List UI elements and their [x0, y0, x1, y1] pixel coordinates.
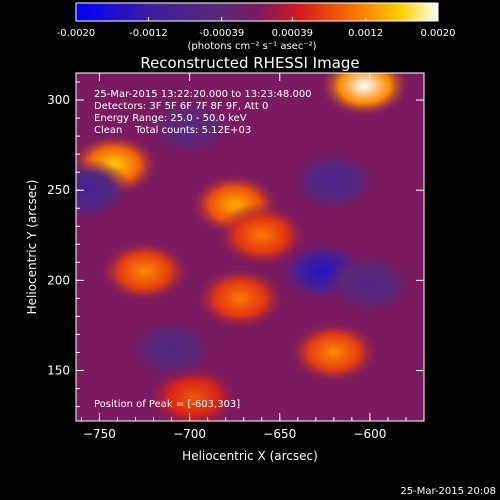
plot-frame [75, 72, 425, 422]
heatmap-image [76, 73, 424, 421]
positive-source [194, 266, 287, 331]
annotation-time: 25-Mar-2015 13:22:20.000 to 13:23:48.000 [94, 89, 312, 100]
colorbar-unit-label: (photons cm⁻² s⁻¹ asec⁻²) [187, 41, 316, 52]
negative-source [287, 149, 380, 214]
colorbar-tick-label: -0.0020 [57, 28, 96, 39]
x-tick-label: −700 [173, 427, 206, 441]
colorbar-tick-label: -0.0012 [129, 28, 168, 39]
y-tick-label: 300 [47, 93, 70, 107]
x-tick-label: −750 [83, 427, 116, 441]
annotation-detectors: Detectors: 3F 5F 6F 7F 8F 9F, Att 0 [94, 101, 268, 112]
peak-position-label: Position of Peak = [-603,303] [94, 399, 240, 410]
positive-source [215, 203, 308, 268]
negative-source [76, 158, 133, 223]
y-tick-label: 250 [47, 183, 70, 197]
annotation-clean-counts: Clean Total counts: 5.12E+03 [94, 125, 251, 136]
x-axis-label: Heliocentric X (arcsec) [182, 449, 318, 463]
y-tick-label: 200 [47, 273, 70, 287]
x-tick-label: −650 [263, 427, 296, 441]
colorbar-tick-label: 0.0012 [348, 28, 383, 39]
y-axis-label: Heliocentric Y (arcsec) [25, 180, 39, 315]
negative-source [323, 251, 416, 316]
positive-source [287, 320, 380, 385]
colorbar-tick-label: 0.0020 [421, 28, 456, 39]
positive-source [318, 73, 411, 118]
chart-title: Reconstructed RHESSI Image [140, 54, 359, 72]
negative-source [143, 95, 236, 160]
footer-date: 25-Mar-2015 20:08 [400, 486, 496, 497]
colorbar-tick-label: -0.00039 [199, 28, 244, 39]
y-tick-label: 150 [47, 364, 70, 378]
colorbar-tick-label: 0.00039 [272, 28, 313, 39]
annotation-energy: Energy Range: 25.0 - 50.0 keV [94, 113, 247, 124]
negative-source [125, 316, 218, 381]
annotation-block: 25-Mar-2015 13:22:20.000 to 13:23:48.000… [94, 89, 312, 136]
x-tick-label: −600 [353, 427, 386, 441]
colorbar [75, 2, 439, 22]
positive-source [98, 239, 191, 304]
